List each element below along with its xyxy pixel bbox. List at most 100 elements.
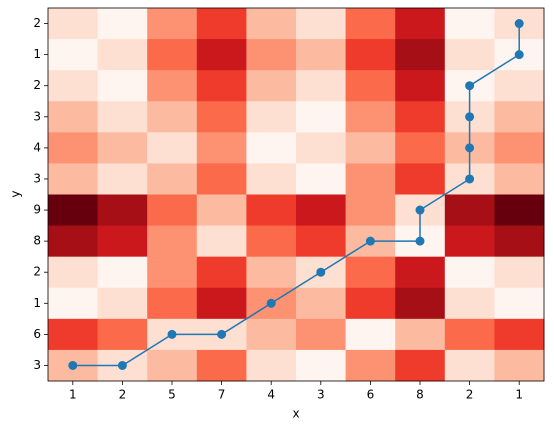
heatmap-cell: [147, 163, 198, 195]
path-marker: [465, 143, 475, 153]
heatmap-cell: [196, 256, 247, 289]
heatmap-cell: [444, 318, 495, 351]
path-marker: [117, 360, 127, 370]
heatmap-cell: [97, 318, 148, 351]
y-tick-label: 3: [33, 171, 41, 185]
path-marker: [167, 329, 177, 339]
path-marker: [514, 50, 524, 60]
path-marker: [465, 81, 475, 91]
heatmap-cell: [97, 70, 148, 102]
heatmap-cell: [147, 256, 198, 289]
heatmap-cell: [196, 287, 247, 320]
heatmap-cell: [147, 225, 198, 258]
heatmap-cell: [97, 163, 148, 195]
heatmap-cell: [147, 70, 198, 102]
x-tick-label: 5: [168, 388, 176, 402]
x-tick-label: 2: [119, 388, 127, 402]
heatmap-cell: [395, 256, 446, 289]
heatmap-cell: [147, 349, 198, 382]
heatmap-cell: [345, 39, 396, 71]
heatmap-cell: [97, 101, 148, 133]
heatmap-cell: [296, 39, 347, 71]
heatmap-cell: [196, 70, 247, 102]
heatmap-cell: [147, 287, 198, 320]
y-axis-label: y: [9, 190, 23, 197]
heatmap-cell: [494, 132, 545, 164]
heatmap-cell: [444, 349, 495, 382]
heatmap-cell: [246, 256, 297, 289]
heatmap-cell: [147, 39, 198, 71]
path-marker: [316, 267, 326, 277]
heatmap-cell: [97, 256, 148, 289]
x-tick-label: 7: [218, 388, 226, 402]
heatmap-cell: [494, 256, 545, 289]
x-tick-label: 4: [267, 388, 275, 402]
x-tick-label: 6: [367, 388, 375, 402]
heatmap-cell: [296, 101, 347, 133]
heatmap-cell: [246, 132, 297, 164]
heatmap-cell: [494, 287, 545, 320]
path-marker: [415, 205, 425, 215]
heatmap-cell: [444, 194, 495, 227]
heatmap-cell: [494, 101, 545, 133]
heatmap-cell: [97, 8, 148, 40]
heatmap-cell: [196, 225, 247, 258]
heatmap-cell: [246, 349, 297, 382]
heatmap-cell: [296, 349, 347, 382]
y-tick-label: 2: [33, 78, 41, 92]
heatmap-cell: [246, 39, 297, 71]
x-tick-label: 1: [515, 388, 523, 402]
heatmap-cell: [395, 163, 446, 195]
heatmap-cell: [296, 8, 347, 40]
heatmap-cell: [345, 349, 396, 382]
heatmap-cell: [97, 39, 148, 71]
heatmap-cell: [246, 8, 297, 40]
x-tick-label: 8: [416, 388, 424, 402]
heatmap-cell: [296, 318, 347, 351]
heatmap-cell: [494, 225, 545, 258]
heatmap-cell: [48, 39, 99, 71]
heatmap-cell: [444, 8, 495, 40]
path-marker: [465, 112, 475, 122]
heatmap-cell: [345, 101, 396, 133]
heatmap-cell: [196, 101, 247, 133]
y-tick-label: 1: [33, 47, 41, 61]
heatmap-cell: [395, 349, 446, 382]
heatmap-cell: [147, 194, 198, 227]
heatmap-cell: [48, 8, 99, 40]
y-tick-label: 2: [33, 16, 41, 30]
heatmap-cell: [246, 70, 297, 102]
heatmap-cell: [147, 101, 198, 133]
heatmap-cell: [147, 132, 198, 164]
heatmap-cell: [444, 287, 495, 320]
x-tick-label: 3: [317, 388, 325, 402]
heatmap-cell: [395, 8, 446, 40]
y-tick-label: 2: [33, 265, 41, 279]
heatmap-cell: [97, 225, 148, 258]
heatmap-cell: [196, 194, 247, 227]
path-marker: [415, 236, 425, 246]
heatmap-cell: [48, 101, 99, 133]
x-tick-label: 1: [69, 388, 77, 402]
heatmap-cell: [494, 194, 545, 227]
heatmap-cell: [395, 318, 446, 351]
heatmap-cell: [246, 318, 297, 351]
y-tick-label: 1: [33, 296, 41, 310]
heatmap-cell: [296, 194, 347, 227]
heatmap-cell: [494, 349, 545, 382]
heatmap-cell: [246, 163, 297, 195]
heatmap-cell: [48, 318, 99, 351]
heatmap-cell: [196, 39, 247, 71]
heatmap-cell: [345, 8, 396, 40]
y-tick-label: 3: [33, 109, 41, 123]
heatmap-cell: [48, 70, 99, 102]
heatmap-cell: [48, 163, 99, 195]
heatmap-cell: [395, 132, 446, 164]
heatmap-cell: [48, 225, 99, 258]
heatmap-cell: [296, 70, 347, 102]
heatmap-cell: [48, 194, 99, 227]
path-marker: [217, 329, 227, 339]
heatmap-cell: [48, 256, 99, 289]
x-axis-label: x: [292, 407, 299, 421]
heatmap-cell: [48, 287, 99, 320]
